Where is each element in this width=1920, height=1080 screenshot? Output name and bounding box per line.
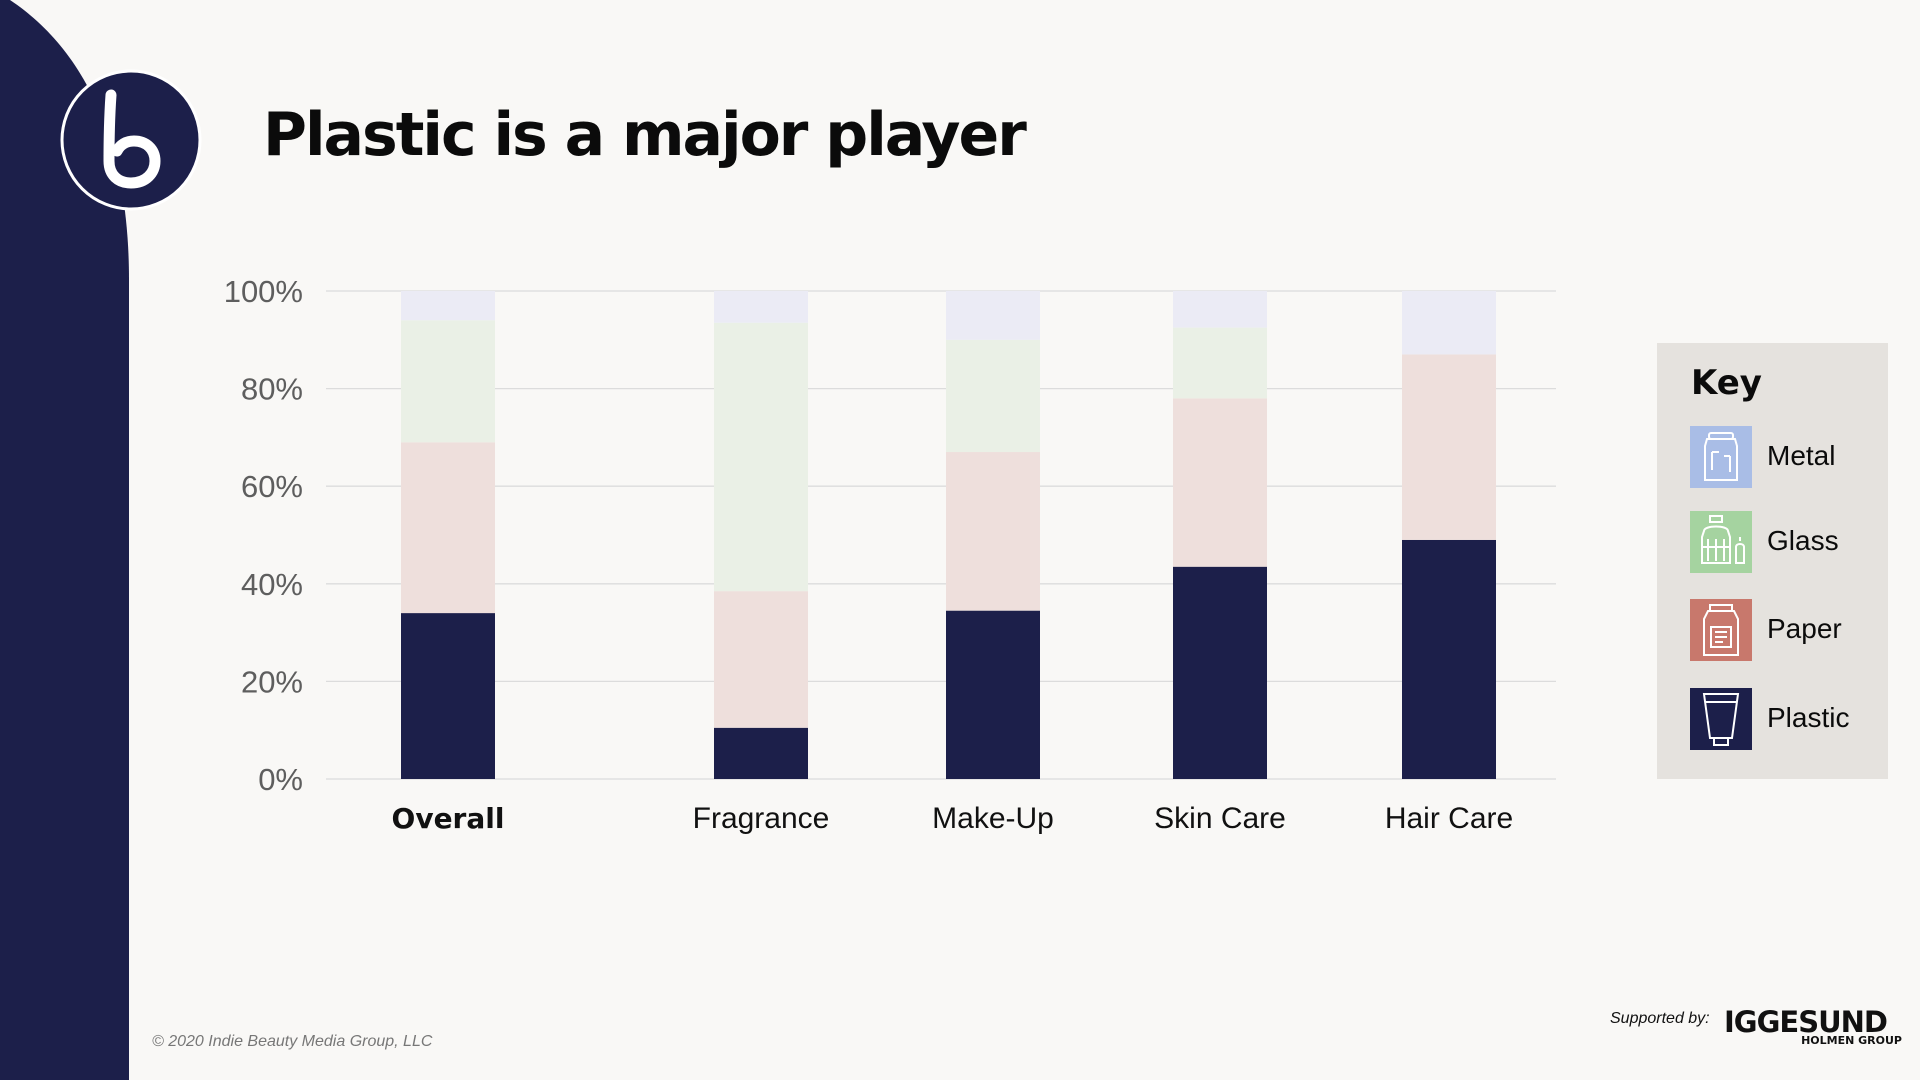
y-tick-label: 100% (224, 274, 303, 309)
supported-by-label: Supported by: (1610, 1010, 1710, 1027)
y-tick-label: 60% (241, 469, 303, 504)
x-tick-label: Make-Up (932, 802, 1054, 835)
sponsor-name: IGGESUND (1724, 1005, 1888, 1039)
sponsor-subtitle: HOLMEN GROUP (1801, 1034, 1902, 1047)
y-tick-label: 20% (241, 664, 303, 699)
legend-title: Key (1691, 363, 1762, 403)
metal-can-icon (1690, 426, 1752, 488)
bar-paper-hair-care (1402, 354, 1496, 540)
bar-plastic-skin-care (1173, 566, 1267, 779)
plastic-tube-icon (1690, 688, 1752, 750)
bar-glass-skin-care (1173, 327, 1267, 399)
legend-label-metal: Metal (1767, 440, 1836, 471)
sponsor-logo: IGGESUND HOLMEN GROUP (1724, 1005, 1902, 1048)
brand-logo (60, 69, 202, 211)
legend-panel: Key Metal (1657, 343, 1888, 779)
legend-item-paper: Paper (1690, 599, 1880, 661)
bar-paper-fragrance (714, 591, 808, 728)
legend-item-plastic: Plastic (1690, 688, 1880, 750)
y-tick-label: 80% (241, 372, 303, 407)
x-tick-label: Overall (392, 802, 505, 835)
bar-paper-make-up (946, 452, 1040, 611)
bar-metal-overall (401, 291, 495, 321)
x-tick-label: Fragrance (693, 802, 830, 835)
paper-carton-icon (1690, 599, 1752, 661)
y-tick-label: 40% (241, 567, 303, 602)
bar-metal-skin-care (1173, 291, 1267, 328)
bar-plastic-overall (401, 613, 495, 779)
bar-plastic-make-up (946, 610, 1040, 779)
legend-label-paper: Paper (1767, 613, 1842, 644)
bar-metal-hair-care (1402, 291, 1496, 355)
bar-paper-overall (401, 442, 495, 614)
legend-item-metal: Metal (1690, 426, 1880, 488)
legend-item-glass: Glass (1690, 511, 1880, 573)
page-title: Plastic is a major player (263, 100, 1027, 170)
legend-label-glass: Glass (1767, 525, 1839, 556)
x-tick-label: Skin Care (1154, 802, 1286, 835)
bar-plastic-hair-care (1402, 539, 1496, 779)
bar-plastic-fragrance (714, 727, 808, 779)
y-tick-label: 0% (258, 762, 303, 797)
bar-metal-fragrance (714, 291, 808, 323)
legend-label-plastic: Plastic (1767, 702, 1850, 733)
copyright-text: © 2020 Indie Beauty Media Group, LLC (152, 1033, 433, 1050)
bar-glass-make-up (946, 339, 1040, 453)
bar-metal-make-up (946, 291, 1040, 340)
bar-paper-skin-care (1173, 398, 1267, 567)
bar-glass-overall (401, 320, 495, 443)
bar-glass-fragrance (714, 322, 808, 592)
glass-bottle-icon (1690, 511, 1752, 573)
x-tick-label: Hair Care (1385, 802, 1513, 835)
